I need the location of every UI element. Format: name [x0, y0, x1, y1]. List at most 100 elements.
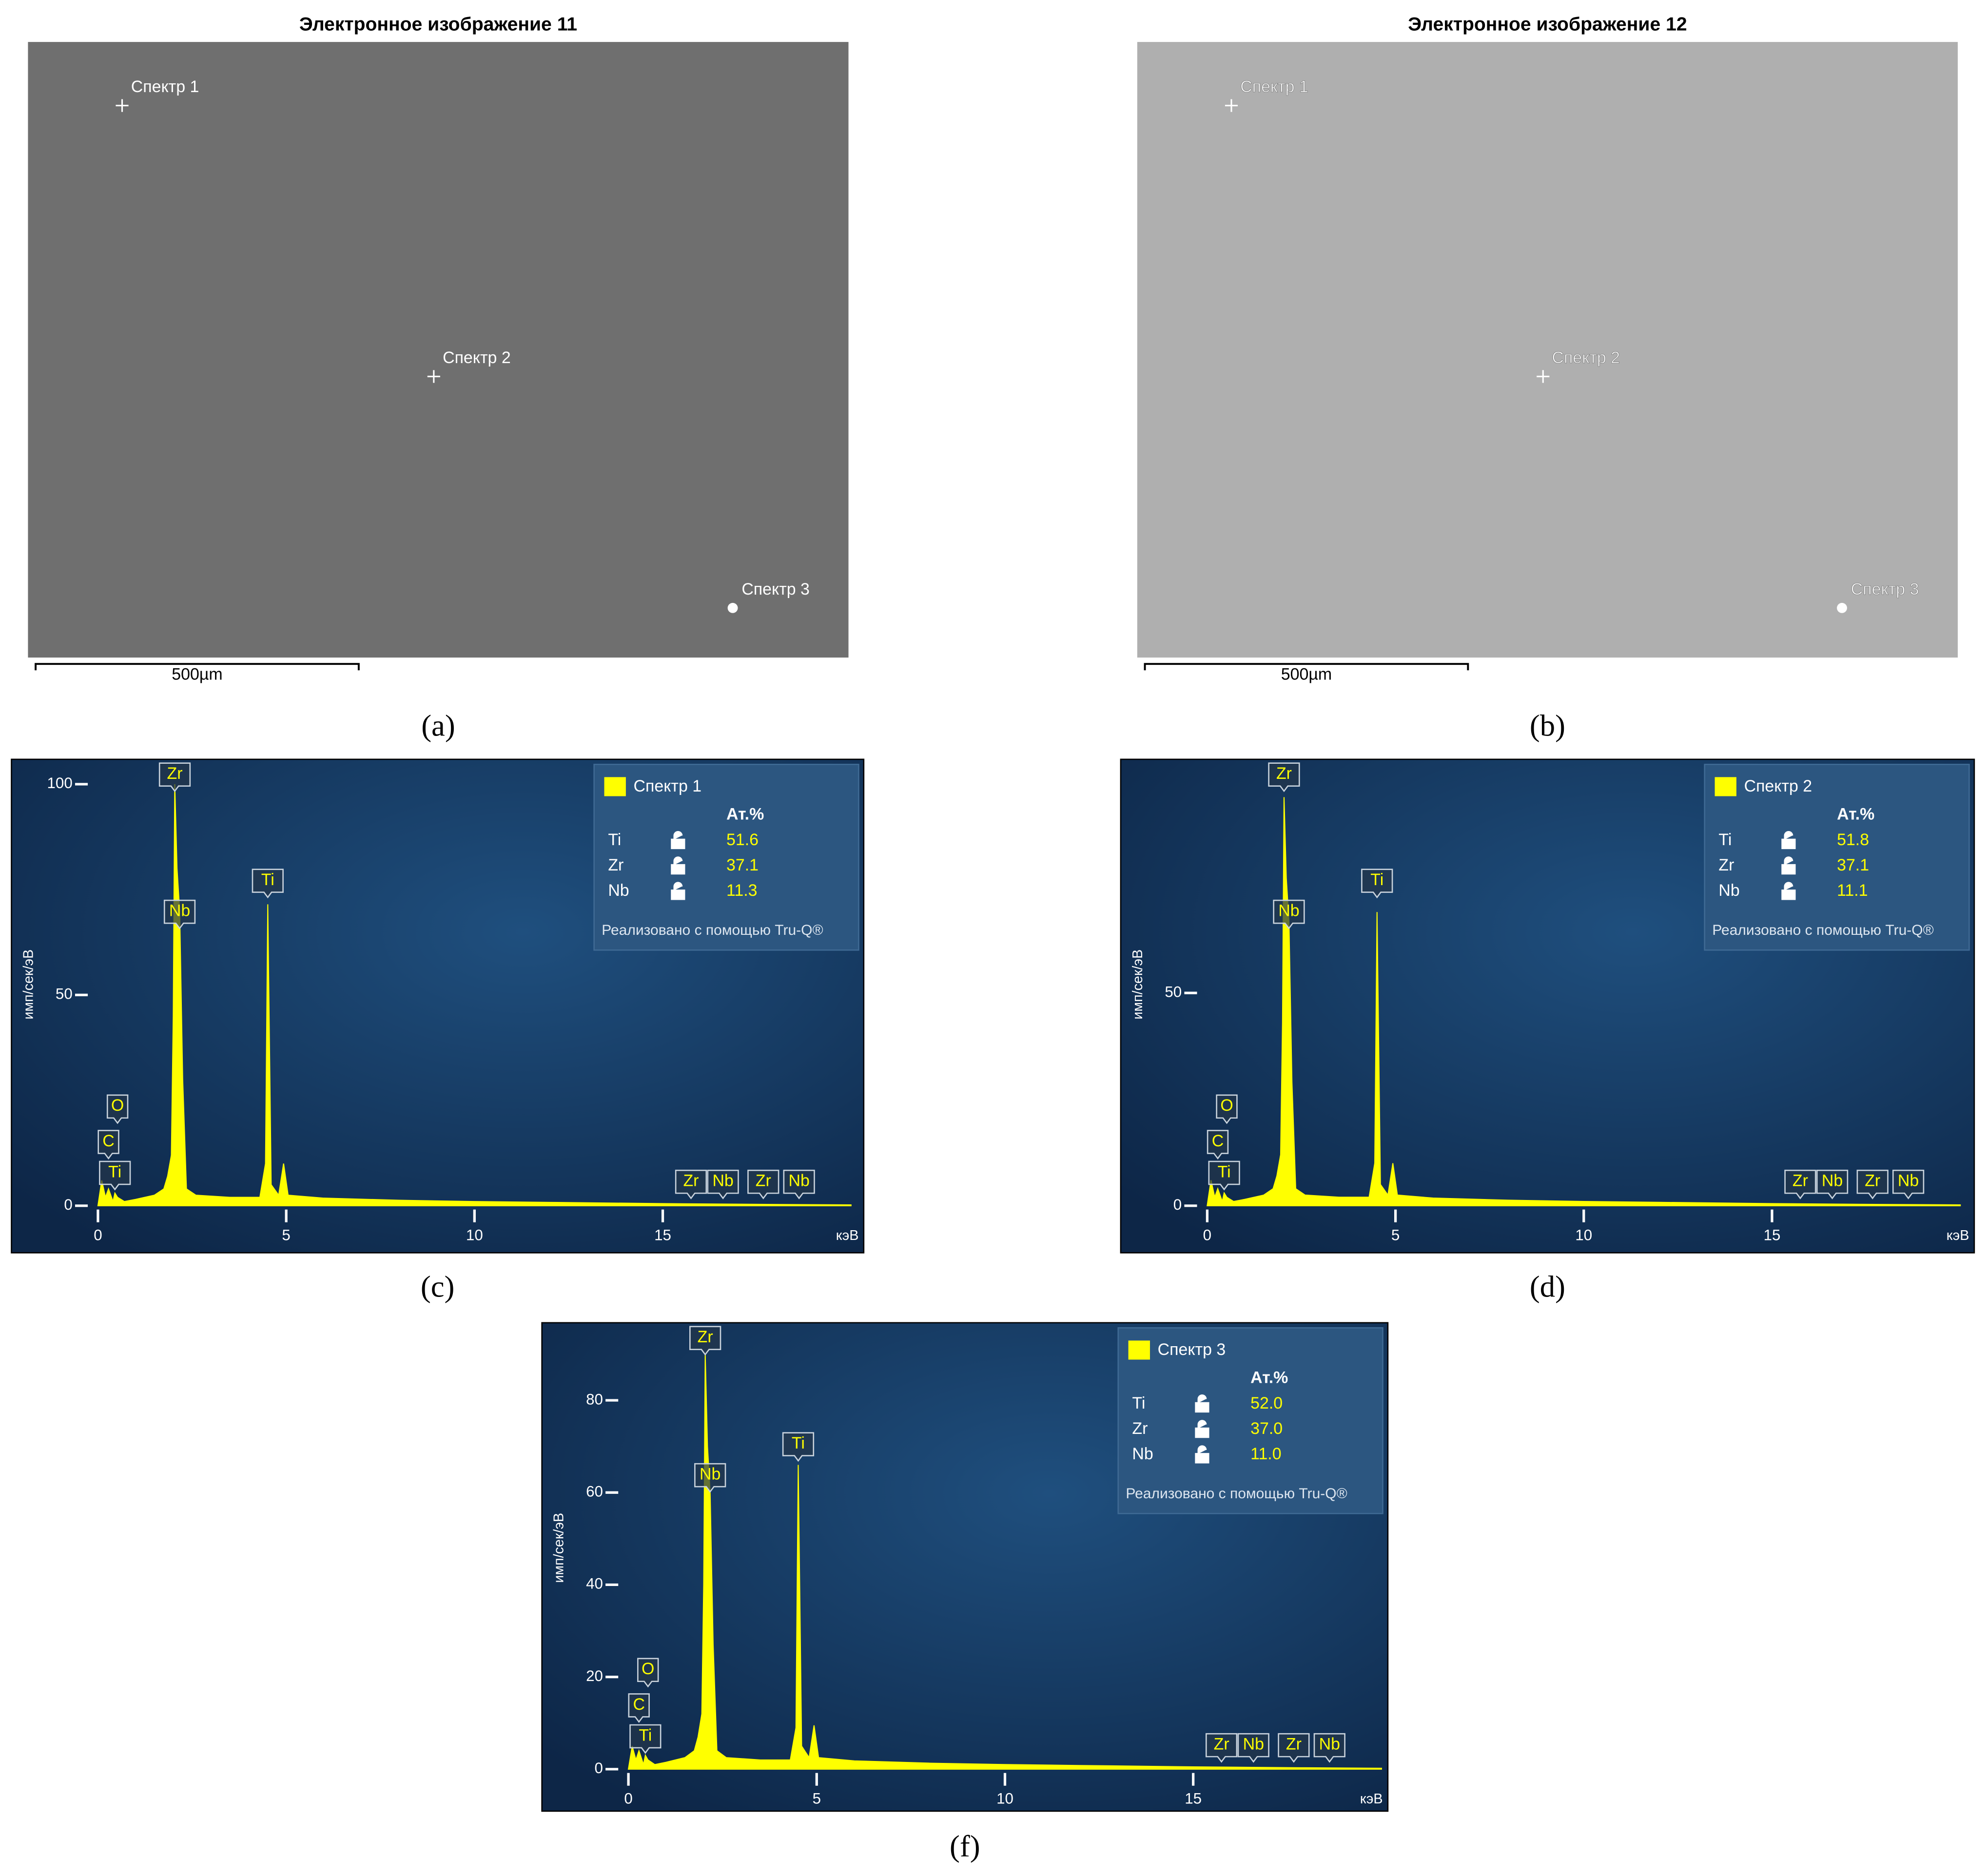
legend-element: Nb	[1132, 1445, 1153, 1463]
peak-label: Nb	[1278, 902, 1299, 920]
peak-label: Zr	[698, 1328, 713, 1346]
peak-label: Zr	[1214, 1735, 1229, 1754]
peak-label-box	[747, 1169, 779, 1199]
legend-footer: Реализовано с помощью Tru-Q®	[1712, 922, 1933, 938]
spectrum-area	[627, 1354, 1382, 1770]
peak-label-box	[1208, 1160, 1240, 1191]
legend-value: 11.3	[726, 881, 757, 900]
legend-header: Ат.%	[1837, 805, 1874, 824]
y-tick-label: 0	[594, 1760, 603, 1777]
y-tick-label: 80	[586, 1391, 603, 1408]
peak-label-box	[99, 1160, 131, 1191]
spectrum-area	[97, 784, 852, 1206]
x-tick-label: 10	[1575, 1227, 1592, 1244]
y-tick-label: 100	[47, 774, 73, 792]
peak-label: Nb	[1822, 1172, 1843, 1190]
x-tick-label: 0	[624, 1790, 632, 1807]
peak-label: Nb	[169, 902, 190, 920]
panel-label: (b)	[1530, 709, 1565, 743]
panel-label: (a)	[421, 709, 455, 743]
peak-label: Ti	[108, 1162, 121, 1181]
spot-marker	[1837, 602, 1847, 613]
lock-icon	[1195, 1394, 1209, 1413]
peak-label-box	[97, 1130, 119, 1160]
spot-label: Спектр 3	[741, 580, 810, 599]
peak-label: Zr	[1865, 1172, 1880, 1190]
legend-value: 52.0	[1250, 1394, 1283, 1412]
peak-label: Ti	[261, 870, 274, 889]
legend-element: Zr	[1132, 1419, 1148, 1438]
sem-image	[1137, 42, 1958, 658]
legend-header: Ат.%	[1250, 1369, 1288, 1387]
spot-marker	[1537, 370, 1550, 383]
x-tick-label: 0	[94, 1227, 102, 1244]
peak-label: Ti	[1370, 870, 1383, 889]
legend-value: 37.0	[1250, 1419, 1283, 1438]
y-axis-label: имп/сек/эВ	[21, 949, 37, 1020]
spot-marker	[427, 370, 440, 383]
legend-header: Ат.%	[726, 805, 764, 824]
peak-label-box	[163, 899, 196, 929]
x-tick-label: 5	[813, 1790, 821, 1807]
peak-label-box	[694, 1463, 726, 1493]
legend-value: 37.1	[726, 856, 759, 874]
peak-label: Zr	[167, 764, 182, 783]
peak-label: Zr	[683, 1172, 699, 1190]
panel-label: (c)	[421, 1269, 454, 1303]
peak-label-box	[783, 1169, 815, 1199]
peak-label-box	[1273, 899, 1305, 929]
peak-label-box	[1361, 869, 1393, 899]
scale-bar-label: 500µm	[1281, 665, 1332, 684]
peak-label: C	[102, 1132, 114, 1150]
x-tick-label: 0	[1203, 1227, 1211, 1244]
legend-value: 51.8	[1837, 831, 1869, 849]
legend-element: Zr	[608, 856, 623, 874]
x-tick-label: 15	[654, 1227, 671, 1244]
legend-footer: Реализовано с помощью Tru-Q®	[1126, 1486, 1347, 1502]
lock-icon	[1195, 1420, 1209, 1438]
y-tick-label: 0	[64, 1196, 72, 1213]
peak-label-box	[1892, 1169, 1925, 1199]
peak-label-box	[782, 1432, 815, 1462]
x-tick-label: 5	[282, 1227, 290, 1244]
peak-label: Ti	[792, 1434, 805, 1452]
scale-bar	[35, 663, 360, 671]
peak-label: C	[1212, 1132, 1224, 1150]
peak-label-box	[1816, 1169, 1849, 1199]
legend-swatch	[1128, 1340, 1150, 1360]
x-tick-label: 15	[1764, 1227, 1781, 1244]
peak-label: Zr	[1286, 1735, 1302, 1754]
x-axis-label: кэВ	[1947, 1228, 1969, 1243]
peak-label-box	[158, 762, 191, 793]
legend-box	[593, 763, 859, 951]
legend-value: 51.6	[726, 831, 759, 849]
legend-label: Спектр 1	[634, 777, 702, 795]
x-tick-label: 10	[466, 1227, 483, 1244]
peak-label: C	[633, 1695, 645, 1714]
legend-element: Nb	[608, 881, 629, 900]
peak-label: Zr	[1276, 764, 1292, 783]
legend-value: 11.1	[1837, 881, 1868, 900]
peak-label-box	[252, 869, 284, 899]
peak-label-box	[1856, 1169, 1889, 1199]
peak-label: Nb	[712, 1172, 733, 1190]
peak-label-box	[628, 1693, 650, 1723]
legend-footer: Реализовано с помощью Tru-Q®	[602, 922, 823, 938]
y-tick-label: 50	[56, 986, 73, 1003]
image-title: Электронное изображение 11	[299, 14, 577, 35]
legend-swatch	[1714, 777, 1736, 796]
lock-icon	[1195, 1445, 1209, 1464]
x-tick-label: 15	[1185, 1790, 1202, 1807]
peak-label: Ti	[1218, 1162, 1231, 1181]
legend-value: 11.0	[1250, 1445, 1281, 1463]
lock-icon	[1781, 882, 1796, 900]
peak-label: O	[642, 1660, 654, 1678]
legend-value: 37.1	[1837, 856, 1869, 874]
peak-label: Nb	[788, 1172, 809, 1190]
peak-label: Nb	[1898, 1172, 1919, 1190]
peak-label-box	[1205, 1733, 1238, 1763]
legend-element: Ti	[1718, 831, 1732, 849]
legend-element: Ti	[608, 831, 621, 849]
peak-label: O	[111, 1096, 124, 1115]
spot-label: Спектр 2	[443, 348, 511, 367]
